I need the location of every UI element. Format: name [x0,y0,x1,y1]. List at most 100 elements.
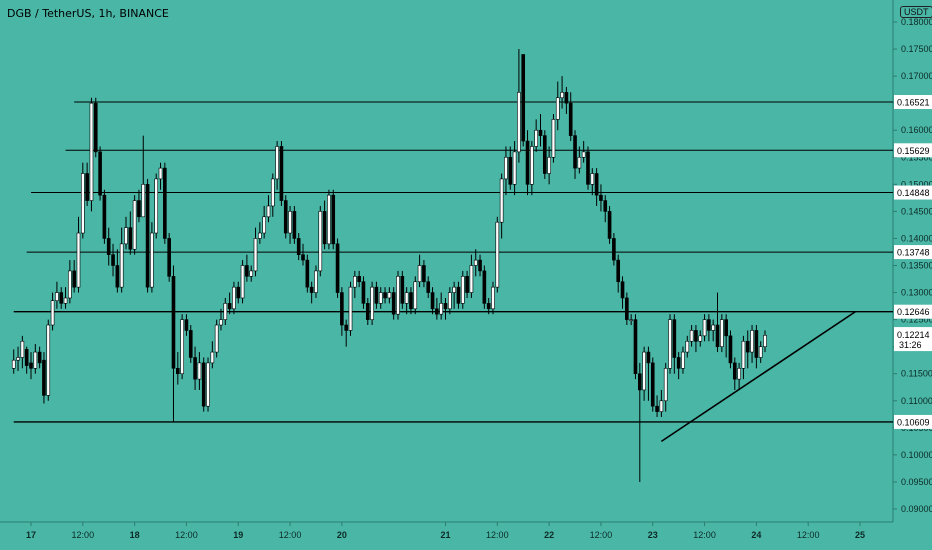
candle-down [37,351,42,364]
candle-down [465,276,469,293]
price-tick-label: 0.14500 [901,206,932,216]
candle-up [512,151,517,185]
time-tick-label: 12:00 [486,530,509,540]
candle-down [184,319,189,331]
candle-down [409,292,413,310]
time-tick-label: 12:00 [175,530,198,540]
time-tick-label: 24 [751,530,761,540]
candle-up [577,156,582,169]
candle-up [517,92,521,153]
candle-down [85,173,89,201]
candle-up [253,238,258,272]
candle-down [694,330,698,342]
candle-down [305,259,310,288]
candle-down [236,286,241,299]
chart-title: DGB / TetherUS, 1h, BINANCE [7,7,169,20]
candle-down [456,286,461,304]
candle-down [115,265,120,288]
candle-down [400,276,405,304]
price-axis-area [893,0,932,550]
time-tick-label: 17 [26,530,36,540]
candle-down [391,292,396,315]
candle-down [296,238,301,255]
level-price-label: 0.12646 [897,307,930,317]
candle-down [137,200,141,218]
candle-up [240,265,245,299]
candle-down [724,319,728,337]
candle-down [568,102,573,136]
candle-up [711,324,716,331]
price-tick-label: 0.15000 [901,179,932,189]
candle-down [637,373,642,391]
candle-up [396,276,400,315]
candle-up [154,178,159,234]
time-tick-label: 12:00 [279,530,302,540]
candle-down [29,362,33,369]
currency-badge[interactable]: USDT [900,6,932,18]
candle-up [417,265,422,283]
candle-up [258,232,262,239]
candle-down [331,194,336,245]
candle-up [460,276,465,304]
price-tick-label: 0.14000 [901,233,932,243]
level-price-tag [894,95,932,110]
candle-up [720,319,724,347]
candle-down [188,330,193,358]
candle-down [646,351,651,364]
level-price-tag [894,304,932,319]
candle-up [158,167,163,180]
time-tick-label: 25 [855,530,865,540]
candle-up [629,319,633,321]
level-price-tag [894,185,932,200]
candle-up [68,270,72,299]
candle-up [469,265,474,293]
level-price-label: 0.16521 [897,98,930,108]
candle-down [245,265,249,277]
candle-up [758,346,763,358]
time-tick-label: 22 [544,530,554,540]
candle-down [650,362,655,407]
candle-up [20,340,25,358]
current-price-tag [894,327,932,352]
candle-up [275,146,279,180]
candle-down [93,102,98,153]
candle-up [741,340,746,369]
candle-down [482,270,487,304]
candle-up [206,362,210,407]
candle-up [214,324,219,353]
candle-down [145,184,150,288]
candle-down [374,286,379,304]
candle-up [11,359,16,369]
candle-down [422,265,426,283]
price-tick-label: 0.11500 [901,369,932,379]
candle-up [702,319,707,337]
trendline [660,310,857,443]
candle-up [232,286,236,310]
candle-up [404,292,409,304]
candle-up [737,368,741,380]
candle-down [167,238,171,277]
time-tick-label: 23 [648,530,658,540]
candle-up [318,211,323,272]
candle-up [659,400,664,412]
candle-up [262,216,266,234]
candle-down [633,319,638,375]
level-price-tag [894,414,932,429]
candle-down [24,349,29,366]
candle-up [55,292,59,301]
candle-up [180,319,184,375]
candle-down [283,200,288,234]
candle-down [279,146,284,201]
level-price-label: 0.10609 [897,417,930,427]
candle-up [124,227,128,245]
candle-up [210,351,215,364]
candle-down [612,238,616,261]
level-price-label: 0.14848 [897,188,930,198]
price-tick-label: 0.17000 [901,71,932,81]
time-tick-label: 20 [337,530,347,540]
candle-up [387,292,392,299]
price-tick-label: 0.17500 [901,44,932,54]
candle-down [193,357,197,380]
